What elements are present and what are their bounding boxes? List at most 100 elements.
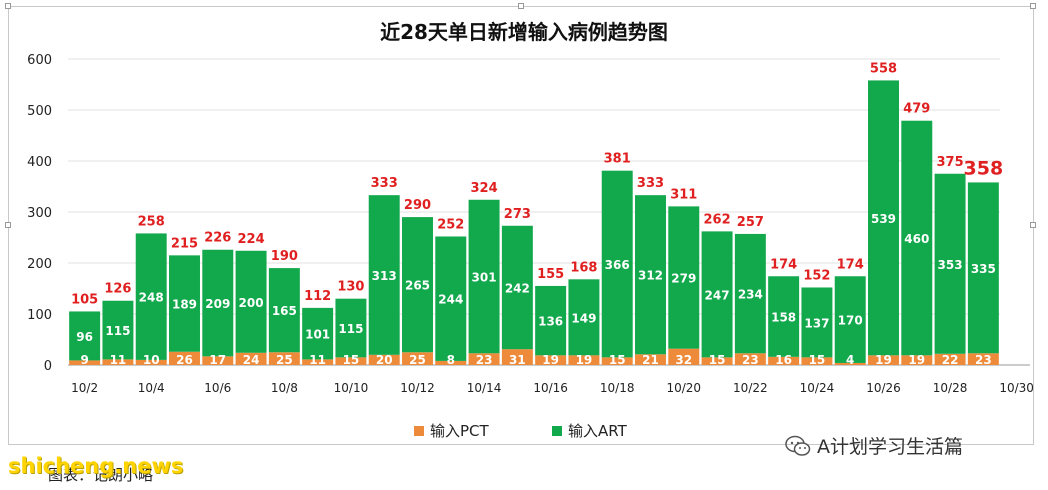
watermark: shicheng.news bbox=[8, 454, 184, 478]
data-label-pct: 15 bbox=[609, 353, 626, 367]
resize-handle-top-center[interactable] bbox=[518, 3, 524, 9]
data-label-total: 168 bbox=[570, 260, 597, 275]
data-label-total: 273 bbox=[504, 207, 531, 222]
data-label-art: 149 bbox=[571, 311, 596, 325]
data-label-art: 301 bbox=[472, 271, 497, 285]
x-tick-label: 10/20 bbox=[666, 381, 701, 395]
data-label-pct: 15 bbox=[809, 353, 826, 367]
bar-pct bbox=[368, 354, 400, 365]
x-tick-label: 10/14 bbox=[467, 381, 502, 395]
bar-art bbox=[601, 170, 633, 358]
legend-swatch-pct bbox=[414, 425, 424, 436]
bar-pct bbox=[934, 353, 966, 365]
chart-title: 近28天单日新增输入病例趋势图 bbox=[380, 20, 668, 44]
data-label-total: 333 bbox=[637, 176, 664, 191]
data-label-total: 258 bbox=[138, 214, 165, 229]
data-label-pct: 8 bbox=[447, 353, 455, 367]
bar-art bbox=[801, 287, 833, 358]
data-label-pct: 32 bbox=[675, 353, 692, 367]
y-tick-label: 400 bbox=[27, 155, 52, 170]
resize-handle-middle-left[interactable] bbox=[5, 222, 11, 228]
data-label-total: 381 bbox=[604, 152, 631, 167]
data-label-pct: 15 bbox=[709, 353, 726, 367]
data-label-pct: 20 bbox=[376, 353, 393, 367]
wechat-account: A计划学习生活篇 bbox=[785, 432, 963, 459]
legend-label-pct: 输入PCT bbox=[430, 422, 489, 440]
data-label-pct: 16 bbox=[775, 353, 792, 367]
bar-art bbox=[734, 233, 766, 354]
data-label-total: 174 bbox=[770, 257, 797, 272]
legend: 输入PCT 输入ART bbox=[0, 420, 1048, 440]
bar-art bbox=[102, 300, 134, 360]
data-label-total: 112 bbox=[304, 289, 331, 304]
data-label-pct: 10 bbox=[143, 353, 160, 367]
data-label-art: 209 bbox=[205, 297, 230, 311]
data-label-art: 165 bbox=[272, 304, 297, 318]
bar-art bbox=[668, 206, 700, 349]
bar-pct bbox=[268, 352, 300, 365]
legend-item-art: 输入ART bbox=[552, 420, 627, 441]
bar-art bbox=[967, 182, 999, 354]
bar-art bbox=[768, 276, 800, 357]
bar-pct bbox=[668, 348, 700, 365]
legend-label-art: 输入ART bbox=[568, 422, 627, 440]
wechat-account-name: A计划学习生活篇 bbox=[817, 436, 963, 458]
data-label-art: 170 bbox=[838, 314, 863, 328]
resize-handle-middle-right[interactable] bbox=[1030, 222, 1036, 228]
bar-art bbox=[268, 268, 300, 353]
bar-pct bbox=[635, 354, 666, 365]
x-tick-label: 10/16 bbox=[533, 381, 568, 395]
bar-pct bbox=[468, 353, 500, 365]
data-label-pct: 21 bbox=[642, 353, 659, 367]
data-label-art: 101 bbox=[305, 328, 330, 342]
data-label-art: 96 bbox=[76, 330, 93, 344]
bar-pct bbox=[69, 360, 101, 365]
x-tick-label: 10/6 bbox=[204, 381, 231, 395]
bar-art bbox=[901, 120, 933, 356]
data-label-pct: 9 bbox=[80, 353, 88, 367]
data-label-art: 137 bbox=[804, 316, 829, 330]
bar-pct bbox=[302, 359, 334, 365]
x-tick-label: 10/8 bbox=[271, 381, 298, 395]
data-label-total: 174 bbox=[837, 257, 864, 272]
bar-pct bbox=[834, 362, 866, 365]
data-label-total: 262 bbox=[704, 212, 731, 227]
x-tick-label: 10/2 bbox=[71, 381, 98, 395]
y-tick-label: 600 bbox=[27, 53, 52, 68]
data-label-art: 242 bbox=[505, 281, 530, 295]
data-label-pct: 23 bbox=[476, 353, 493, 367]
x-tick-label: 10/22 bbox=[733, 381, 768, 395]
data-label-total: 190 bbox=[271, 249, 298, 264]
data-label-total: 126 bbox=[104, 282, 131, 297]
data-label-art: 353 bbox=[938, 258, 963, 272]
bar-pct bbox=[801, 357, 833, 365]
data-label-pct: 26 bbox=[176, 353, 193, 367]
resize-handle-top-right[interactable] bbox=[1030, 3, 1036, 9]
data-label-art: 313 bbox=[372, 269, 397, 283]
data-label-pct: 15 bbox=[343, 353, 360, 367]
data-label-art: 244 bbox=[438, 293, 463, 307]
data-label-art: 189 bbox=[172, 298, 197, 312]
bar-art bbox=[402, 217, 433, 353]
data-label-pct: 31 bbox=[509, 353, 526, 367]
data-label-art: 460 bbox=[904, 232, 929, 246]
bar-pct bbox=[868, 355, 899, 365]
resize-handle-top-left[interactable] bbox=[5, 3, 11, 9]
legend-swatch-art bbox=[552, 425, 562, 436]
bar-art bbox=[435, 236, 467, 361]
data-label-total: 215 bbox=[171, 236, 198, 251]
bar-art bbox=[834, 276, 866, 363]
x-tick-label: 10/12 bbox=[400, 381, 435, 395]
bar-art bbox=[235, 250, 267, 353]
data-label-total: 479 bbox=[903, 102, 930, 117]
data-label-pct: 23 bbox=[742, 353, 759, 367]
bar-pct bbox=[967, 353, 999, 365]
bar-art bbox=[302, 307, 334, 360]
bar-pct bbox=[135, 359, 167, 365]
data-label-pct: 25 bbox=[276, 353, 293, 367]
bar-pct bbox=[235, 352, 267, 365]
y-tick-label: 300 bbox=[27, 206, 52, 221]
data-label-art: 335 bbox=[971, 262, 996, 276]
data-label-art: 366 bbox=[605, 258, 630, 272]
